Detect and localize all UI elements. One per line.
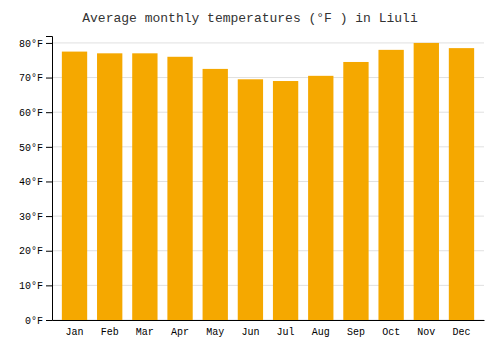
tick-mark (46, 78, 52, 79)
tick-label: May (206, 327, 224, 338)
tick-label: Jan (66, 327, 84, 338)
tick: Jul (277, 327, 295, 338)
tick-label: 30°F (19, 212, 43, 223)
plot-area: 0°F 10°F 20°F 30°F 40°F 50°F 60°F 70°F 80°F Jan Fe… (19, 37, 485, 339)
bar (414, 43, 439, 320)
tick: 50°F (19, 143, 52, 154)
bar (273, 81, 298, 320)
tick-label: Jul (277, 327, 295, 338)
tick: May (206, 327, 224, 338)
tick-label: Apr (171, 327, 189, 338)
x-axis: Jan Feb Mar Apr May Jun Jul Aug Sep Oct Nov Dec (53, 321, 485, 339)
bar (308, 76, 333, 320)
tick-label: 70°F (19, 73, 43, 84)
tick: Sep (347, 327, 365, 338)
tick: Dec (452, 327, 470, 338)
tick-mark (46, 181, 52, 182)
tick-mark (46, 112, 52, 113)
tick-mark (46, 285, 52, 286)
tick-label: 0°F (25, 316, 43, 327)
tick-mark (46, 147, 52, 148)
bars (62, 43, 474, 320)
tick-label: Aug (312, 327, 330, 338)
tick-label: 80°F (19, 39, 43, 50)
tick: Jan (66, 327, 84, 338)
tick: 10°F (19, 281, 52, 292)
tick: Feb (101, 327, 119, 338)
tick: Aug (312, 327, 330, 338)
bar (449, 48, 474, 320)
axis-line (53, 320, 485, 321)
tick-mark (46, 216, 52, 217)
tick: 0°F (25, 316, 52, 327)
tick: Nov (417, 327, 435, 338)
y-axis: 0°F 10°F 20°F 30°F 40°F 50°F 60°F 70°F 80°F (19, 37, 53, 327)
tick: 20°F (19, 246, 52, 257)
tick: Jun (241, 327, 259, 338)
tick-label: Jun (241, 327, 259, 338)
tick-label: 60°F (19, 108, 43, 119)
bar (378, 50, 403, 320)
tick: 70°F (19, 73, 52, 84)
bar (343, 62, 368, 320)
grid (52, 43, 484, 320)
tick-mark (46, 320, 52, 321)
bar (203, 69, 228, 320)
tick: 40°F (19, 177, 52, 188)
tick-mark (46, 251, 52, 252)
chart-container: 0°F 10°F 20°F 30°F 40°F 50°F 60°F 70°F 80°F Jan Fe… (0, 0, 500, 350)
tick-label: Nov (417, 327, 435, 338)
tick-label: Feb (101, 327, 119, 338)
tick-label: 50°F (19, 143, 43, 154)
tick-label: 10°F (19, 281, 43, 292)
bar (62, 52, 87, 320)
tick: 80°F (19, 39, 52, 50)
tick: Oct (382, 327, 400, 338)
bar (167, 57, 192, 320)
bar (97, 53, 122, 320)
tick-label: Oct (382, 327, 400, 338)
tick-label: 40°F (19, 177, 43, 188)
tick-label: Sep (347, 327, 365, 338)
tick-label: Dec (452, 327, 470, 338)
bar (132, 53, 157, 320)
tick: Mar (136, 327, 154, 338)
tick: 30°F (19, 212, 52, 223)
tick-mark (46, 43, 52, 44)
axis-line (46, 37, 53, 321)
tick-label: 20°F (19, 246, 43, 257)
title: Average monthly temperatures (°F ) in Li… (82, 11, 418, 26)
bar (238, 79, 263, 320)
tick-label: Mar (136, 327, 154, 338)
tick: 60°F (19, 108, 52, 119)
chart: 0°F 10°F 20°F 30°F 40°F 50°F 60°F 70°F 80°F Jan Fe… (0, 0, 500, 350)
tick: Apr (171, 327, 189, 338)
